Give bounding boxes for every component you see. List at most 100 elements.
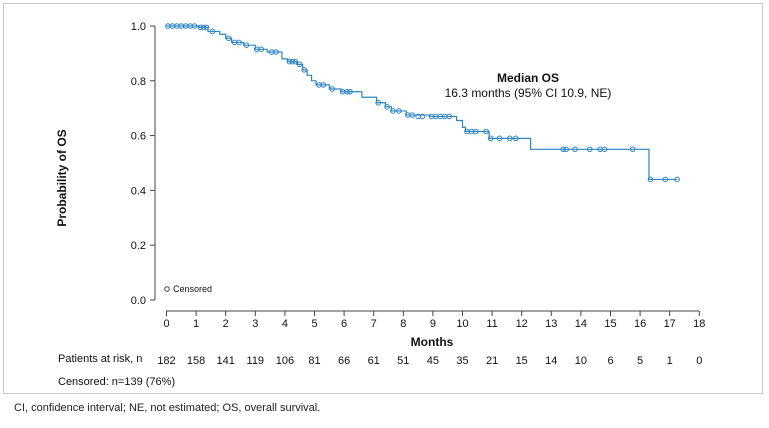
censor-mark bbox=[473, 128, 479, 135]
risk-table-value: 0 bbox=[696, 355, 702, 367]
censor-mark bbox=[225, 35, 232, 42]
risk-table-value: 5 bbox=[637, 355, 643, 367]
censor-mark bbox=[296, 61, 303, 68]
median-os-heading: Median OS bbox=[497, 71, 559, 85]
risk-table-value: 10 bbox=[575, 355, 587, 367]
risk-table-value: 66 bbox=[338, 355, 350, 367]
risk-table-value: 61 bbox=[368, 355, 380, 367]
x-tick-label: 7 bbox=[371, 318, 377, 330]
y-tick-label: 0.0 bbox=[131, 295, 146, 307]
censor-mark bbox=[563, 146, 569, 153]
x-ticks: 0 1 2 3 4 5 6 7 8 9 10 11 12 13 14 15 16 17 18 bbox=[163, 311, 705, 330]
x-tick-label: 5 bbox=[311, 318, 317, 330]
x-tick-label: 15 bbox=[604, 318, 616, 330]
censor-mark bbox=[419, 113, 426, 120]
x-tick-label: 14 bbox=[575, 318, 587, 330]
censor-mark bbox=[197, 24, 204, 31]
risk-table-value: 158 bbox=[187, 355, 205, 367]
x-tick-label: 10 bbox=[456, 318, 468, 330]
x-tick-label: 4 bbox=[282, 318, 288, 330]
risk-table-value: 15 bbox=[516, 355, 528, 367]
y-axis-label: Probability of OS bbox=[55, 129, 69, 226]
y-tick-label: 0.6 bbox=[131, 131, 146, 143]
x-tick-label: 3 bbox=[252, 318, 258, 330]
legend-censored-label: Censored bbox=[173, 284, 212, 294]
censor-mark bbox=[344, 88, 350, 95]
censor-mark bbox=[286, 58, 293, 65]
risk-table-value: 35 bbox=[456, 355, 468, 367]
x-tick-label: 1 bbox=[193, 318, 199, 330]
risk-table-value: 14 bbox=[545, 355, 557, 367]
x-tick-label: 11 bbox=[486, 318, 497, 330]
y-tick-label: 0.8 bbox=[131, 76, 146, 88]
risk-table-value: 106 bbox=[276, 355, 294, 367]
x-tick-label: 2 bbox=[223, 318, 229, 330]
censor-mark bbox=[601, 146, 608, 153]
censor-mark bbox=[409, 112, 415, 118]
censor-mark bbox=[375, 99, 381, 106]
censor-mark bbox=[243, 42, 250, 48]
censor-mark bbox=[396, 108, 402, 114]
x-tick-label: 0 bbox=[163, 318, 169, 330]
censor-mark bbox=[560, 146, 566, 153]
x-tick-label: 18 bbox=[693, 318, 705, 330]
risk-table-value: 182 bbox=[157, 355, 175, 367]
risk-table-value: 6 bbox=[607, 355, 613, 367]
censor-mark bbox=[200, 24, 207, 31]
x-axis-label: Months bbox=[411, 335, 454, 349]
censor-mark bbox=[512, 135, 519, 142]
censor-mark bbox=[674, 176, 680, 183]
risk-table-values: 182 158 141 119 106 81 66 61 51 45 35 21 15 14 10 6 5 1 0 bbox=[157, 355, 702, 367]
median-os-text: 16.3 months (95% CI 10.9, NE) bbox=[445, 86, 612, 100]
censor-mark bbox=[390, 108, 396, 114]
risk-table-label: Patients at risk, n bbox=[58, 353, 143, 365]
x-tick-label: 16 bbox=[634, 318, 646, 330]
footnote: CI, confidence interval; NE, not estimat… bbox=[14, 402, 321, 414]
x-tick-label: 9 bbox=[430, 318, 436, 330]
y-tick-label: 1.0 bbox=[131, 21, 146, 33]
censor-mark bbox=[662, 176, 669, 183]
censor-mark bbox=[329, 86, 336, 92]
risk-table-value: 119 bbox=[247, 355, 265, 367]
censor-mark bbox=[446, 113, 452, 120]
censor-mark bbox=[629, 146, 636, 153]
y-tick-label: 0.4 bbox=[131, 185, 146, 197]
x-tick-label: 6 bbox=[341, 318, 347, 330]
x-tick-label: 8 bbox=[400, 318, 406, 330]
risk-table-value: 45 bbox=[427, 355, 439, 367]
censor-mark bbox=[384, 104, 390, 110]
censor-mark bbox=[586, 146, 593, 153]
censor-mark bbox=[572, 146, 578, 153]
censor-mark bbox=[203, 24, 210, 31]
censor-mark bbox=[496, 135, 503, 142]
y-ticks: 0.0 0.2 0.4 0.6 0.8 1.0 bbox=[131, 21, 155, 307]
censor-mark bbox=[647, 176, 654, 183]
censor-marks bbox=[165, 23, 680, 183]
x-tick-label: 13 bbox=[545, 318, 557, 330]
censored-summary: Censored: n=139 (76%) bbox=[58, 376, 176, 388]
censor-mark bbox=[301, 67, 307, 73]
figure-frame bbox=[3, 3, 763, 394]
risk-table-value: 51 bbox=[397, 355, 409, 367]
censor-mark bbox=[209, 28, 216, 35]
censor-mark bbox=[483, 128, 489, 135]
censor-mark bbox=[258, 46, 265, 53]
x-tick-label: 12 bbox=[516, 318, 528, 330]
censor-mark bbox=[347, 88, 353, 95]
risk-table-value: 21 bbox=[486, 355, 498, 367]
risk-table-value: 141 bbox=[217, 355, 235, 367]
censor-mark bbox=[487, 135, 494, 142]
legend-censored-marker bbox=[164, 286, 170, 292]
censor-mark bbox=[191, 23, 198, 29]
censor-mark bbox=[289, 58, 296, 65]
censor-mark bbox=[273, 49, 279, 55]
censor-mark bbox=[292, 58, 299, 65]
x-tick-label: 17 bbox=[664, 318, 676, 330]
censor-mark bbox=[320, 82, 327, 88]
survival-curve bbox=[166, 25, 678, 181]
risk-table-value: 81 bbox=[308, 355, 320, 367]
y-tick-label: 0.2 bbox=[131, 240, 146, 252]
risk-table-value: 1 bbox=[667, 355, 673, 367]
censor-mark bbox=[507, 135, 513, 142]
